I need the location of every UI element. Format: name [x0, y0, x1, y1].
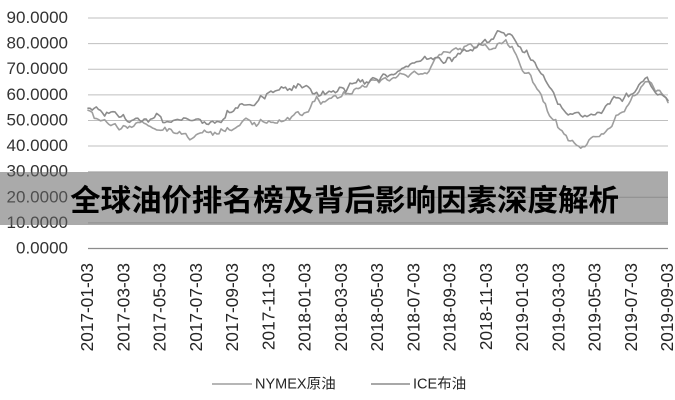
svg-text:2018-09-03: 2018-09-03 — [440, 263, 460, 351]
svg-text:90.0000: 90.0000 — [7, 8, 68, 27]
svg-text:2018-07-03: 2018-07-03 — [403, 263, 423, 351]
svg-text:2017-01-03: 2017-01-03 — [77, 263, 97, 351]
svg-text:ICE布油: ICE布油 — [413, 376, 466, 393]
svg-text:NYMEX原油: NYMEX原油 — [255, 377, 336, 393]
svg-text:2019-09-03: 2019-09-03 — [657, 263, 675, 351]
svg-text:0.0000: 0.0000 — [16, 239, 68, 258]
svg-text:2018-11-03: 2018-11-03 — [476, 263, 496, 350]
svg-text:2018-05-03: 2018-05-03 — [367, 263, 387, 351]
svg-text:2019-07-03: 2019-07-03 — [621, 263, 641, 351]
svg-text:2018-03-03: 2018-03-03 — [331, 263, 351, 351]
svg-text:2018-01-03: 2018-01-03 — [295, 263, 315, 351]
svg-text:2017-11-03: 2017-11-03 — [258, 263, 278, 350]
svg-text:2017-03-03: 2017-03-03 — [113, 263, 133, 351]
svg-text:70.0000: 70.0000 — [7, 59, 68, 78]
svg-text:2019-05-03: 2019-05-03 — [585, 263, 605, 351]
svg-text:2019-03-03: 2019-03-03 — [548, 263, 568, 351]
svg-text:40.0000: 40.0000 — [7, 136, 68, 155]
svg-text:50.0000: 50.0000 — [7, 110, 68, 129]
svg-text:2017-07-03: 2017-07-03 — [186, 263, 206, 351]
svg-text:2017-09-03: 2017-09-03 — [222, 263, 242, 351]
svg-text:60.0000: 60.0000 — [7, 85, 68, 104]
svg-text:80.0000: 80.0000 — [7, 34, 68, 53]
svg-text:2017-05-03: 2017-05-03 — [150, 263, 170, 351]
svg-text:2019-01-03: 2019-01-03 — [512, 263, 532, 351]
